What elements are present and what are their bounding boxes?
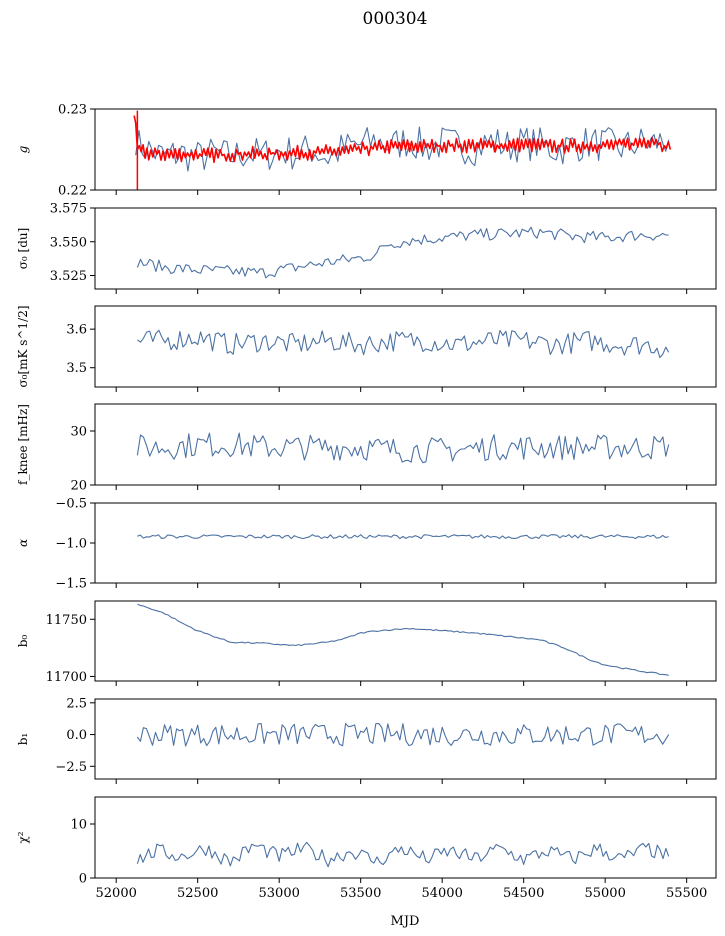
- y-tick-label-chi2: 0: [79, 872, 87, 887]
- y-tick-label-b1: 2.5: [66, 696, 87, 711]
- x-tick-label: 53500: [340, 886, 381, 901]
- data-area-sigma0_mK: [137, 329, 670, 359]
- series-line-sigma0_mK-0: [137, 329, 670, 359]
- y-tick-label-sigma0_mK: 3.6: [66, 323, 87, 338]
- y-tick-label-fknee: 20: [70, 479, 87, 494]
- y-tick-label-alpha: −1.5: [55, 577, 87, 592]
- axes-frame-fknee: [94, 403, 717, 486]
- x-tick-label: 52500: [177, 886, 218, 901]
- data-area-alpha: [137, 534, 669, 540]
- panel-alpha: −1.5 −1.0 −0.5 α: [16, 497, 717, 592]
- data-area-sigma0_du: [136, 226, 669, 279]
- y-axis-label-b0: b₀: [16, 635, 30, 648]
- axes-frame-g: [94, 108, 717, 191]
- x-tick-label: 55500: [666, 886, 707, 901]
- panel-g: 0.22 0.23 g: [16, 103, 717, 199]
- data-area-b1: [136, 722, 670, 747]
- axes-frame-b1: [94, 698, 717, 780]
- y-axis-label-b1: b₁: [16, 733, 30, 746]
- x-tick-label: 54500: [503, 886, 544, 901]
- x-tick-label: 53000: [259, 886, 300, 901]
- y-axis-label-sigma0_du: σ₀ [du]: [16, 228, 30, 270]
- data-area-g: [133, 110, 672, 190]
- series-line-fknee-0: [136, 432, 670, 464]
- panel-chi2: 0 10 52000 52500 53000 53500 54000 54500 55000 55…: [16, 796, 717, 901]
- y-tick-label-b0: 11750: [46, 613, 87, 628]
- axes-frame-b0: [94, 600, 717, 682]
- y-tick-label-sigma0_mK: 3.5: [66, 361, 87, 376]
- y-axis-label-alpha: α: [16, 539, 30, 547]
- y-tick-label-g: 0.23: [58, 103, 87, 118]
- panels: 0.22 0.23 g 3.525 3.550 3.575 σ₀ [du] 3.5 3.6 σ₀[…: [16, 103, 717, 901]
- series-line-alpha-0: [137, 534, 669, 540]
- series-line-b1-0: [136, 722, 670, 747]
- panel-fknee: 20 30 f_knee [mHz]: [16, 403, 717, 494]
- series-line-chi2-0: [136, 841, 670, 868]
- data-area-chi2: [136, 841, 670, 868]
- axes-frame-sigma0_du: [94, 207, 717, 290]
- y-tick-label-chi2: 10: [70, 818, 87, 833]
- y-tick-label-b1: 0.0: [66, 728, 87, 743]
- y-tick-label-alpha: −1.0: [55, 537, 87, 552]
- figure-title: 000304: [363, 9, 428, 29]
- y-axis-label-g: g: [16, 145, 30, 153]
- x-tick-label: 55000: [584, 886, 625, 901]
- y-tick-label-fknee: 30: [70, 425, 87, 440]
- data-area-fknee: [136, 432, 670, 464]
- y-tick-label-alpha: −0.5: [55, 497, 87, 512]
- y-tick-label-sigma0_du: 3.525: [50, 269, 87, 284]
- panel-sigma0_du: 3.525 3.550 3.575 σ₀ [du]: [16, 202, 717, 294]
- panel-b1: −2.5 0.0 2.5 b₁: [16, 696, 717, 784]
- y-axis-label-fknee: f_knee [mHz]: [16, 404, 30, 485]
- panel-b0: 11700 11750 b₀: [16, 600, 717, 686]
- x-tick-label: 52000: [96, 886, 137, 901]
- series-line-sigma0_du-0: [136, 226, 669, 279]
- x-axis-label: MJD: [391, 914, 420, 929]
- series-line-g-1: [133, 115, 672, 164]
- x-tick-label: 54000: [421, 886, 462, 901]
- axes-frame-chi2: [94, 796, 717, 879]
- y-tick-label-b0: 11700: [46, 670, 87, 685]
- panel-sigma0_mK: 3.5 3.6 σ₀[mK s^1/2]: [16, 305, 717, 392]
- y-tick-label-b1: −2.5: [55, 760, 87, 775]
- y-axis-label-sigma0_mK: σ₀[mK s^1/2]: [16, 305, 30, 387]
- axes-frame-sigma0_mK: [94, 305, 717, 388]
- data-area-b0: [137, 603, 669, 676]
- y-tick-label-g: 0.22: [58, 184, 87, 199]
- series-line-b0-0: [137, 603, 669, 676]
- y-axis-label-chi2: χ²: [16, 831, 30, 843]
- y-tick-label-sigma0_du: 3.575: [50, 202, 87, 217]
- axes-frame-alpha: [94, 502, 717, 584]
- y-tick-label-sigma0_du: 3.550: [50, 235, 87, 250]
- series-line-g-0: [135, 126, 670, 172]
